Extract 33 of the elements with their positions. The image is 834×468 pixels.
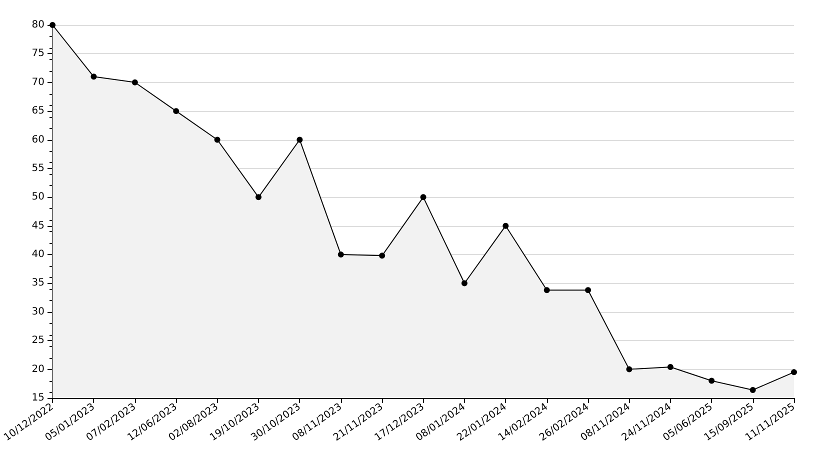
point	[50, 22, 56, 28]
y-tick-label: 45	[32, 220, 45, 232]
point	[791, 369, 797, 376]
point	[379, 252, 386, 259]
y-tick-label: 35	[32, 278, 45, 289]
point	[296, 136, 303, 143]
y-tick-label: 15	[32, 392, 45, 404]
point	[420, 194, 426, 200]
y-tick-label: 40	[32, 249, 45, 260]
y-tick-label: 55	[32, 162, 45, 174]
point	[173, 108, 180, 114]
point	[502, 222, 509, 229]
point	[132, 79, 138, 86]
point	[214, 136, 220, 143]
y-tick-label: 60	[32, 134, 45, 146]
y-tick-label: 65	[32, 106, 45, 117]
point	[750, 386, 756, 393]
point	[544, 287, 550, 294]
y-tick-label: 80	[32, 20, 45, 30]
y-tick-label: 30	[32, 306, 45, 318]
point	[338, 252, 344, 258]
point	[256, 194, 262, 200]
y-tick-label: 70	[32, 76, 45, 88]
point	[585, 287, 592, 294]
y-tick-label: 25	[32, 335, 45, 346]
point	[461, 280, 468, 286]
y-tick-label: 20	[32, 364, 45, 375]
point	[626, 366, 632, 372]
point	[90, 74, 97, 80]
y-tick-label: 75	[32, 48, 45, 60]
point	[708, 378, 715, 384]
y-tick-label: 50	[32, 192, 45, 203]
point	[667, 364, 674, 370]
